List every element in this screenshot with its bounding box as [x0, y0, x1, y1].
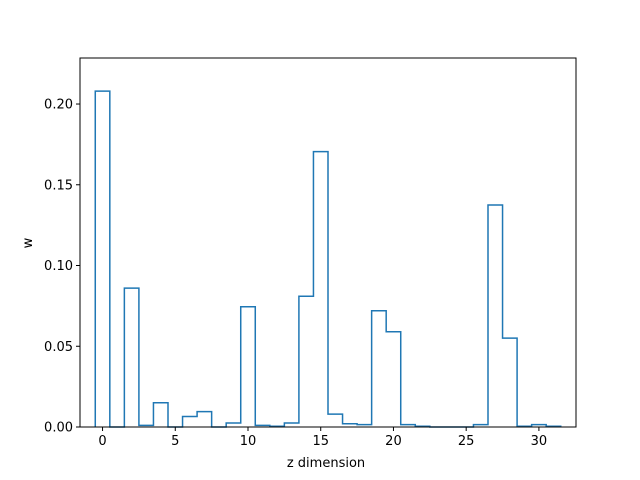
x-tick-label: 0 — [98, 434, 106, 449]
x-tick-label: 10 — [240, 434, 257, 449]
x-tick-label: 15 — [312, 434, 329, 449]
plot-area — [94, 90, 562, 428]
axes: 0 5 10 15 20 25 30 0.00 0.05 0.10 0.15 0.20 — [44, 57, 577, 449]
y-tick-label: 0.20 — [44, 98, 73, 113]
x-tick-label: 30 — [531, 434, 548, 449]
x-tick-label: 20 — [385, 434, 402, 449]
y-tick-label: 0.10 — [44, 259, 73, 274]
axes-frame — [79, 57, 577, 428]
y-tick-label: 0.15 — [44, 178, 73, 193]
x-axis-label: z dimension — [287, 456, 365, 471]
y-tick-label: 0.05 — [44, 340, 73, 355]
series-step-line-0 — [94, 90, 562, 428]
y-axis-label: w — [21, 237, 36, 248]
y-tick-label: 0.00 — [44, 421, 73, 436]
x-tick-label: 25 — [458, 434, 475, 449]
x-tick-label: 5 — [171, 434, 179, 449]
